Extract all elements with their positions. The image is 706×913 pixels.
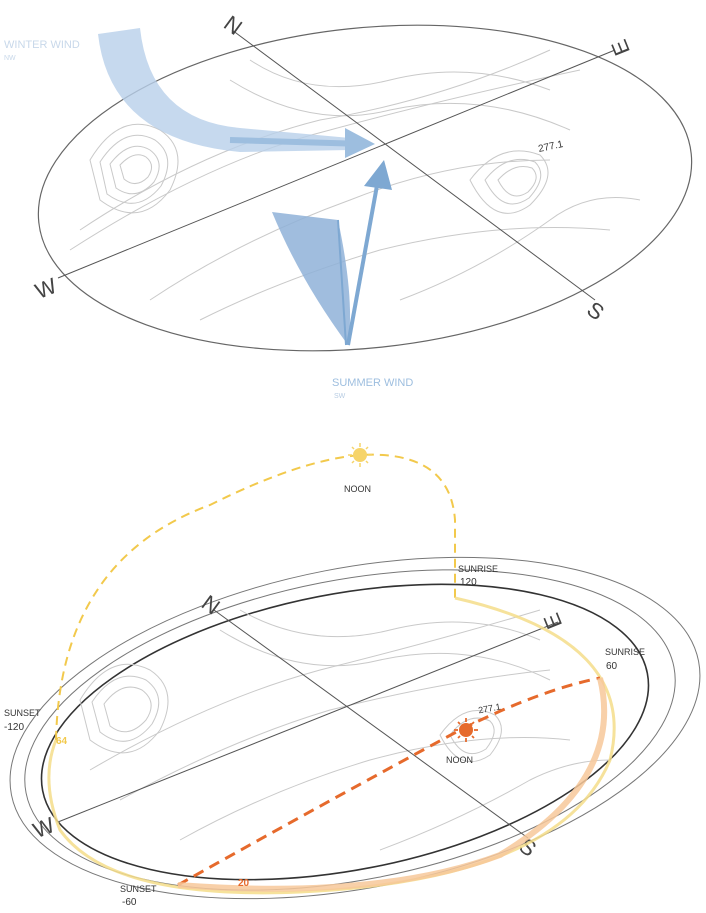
summer-wind-arrow [272,160,392,346]
outer-ring [9,556,701,900]
summer-sun-path [47,443,616,895]
elevation-label-top: 277.1 [537,139,564,155]
summer-sun-rays [348,443,372,467]
wind-diagram: N E S W 277.1 WINTER WIND NW SUMMER WIND… [4,10,693,400]
winter-sun-rays [454,718,478,742]
winter-wind-arrow [98,28,375,158]
winter-sunrise-angle: 60 [606,661,618,672]
north-south-axis-bottom [213,609,529,839]
south-label-top: S [582,296,609,325]
topographic-contours-top [69,49,641,321]
sun-path-diagram: N E S W 277.1 NOON SUNRISE 120 SUNSET -1… [4,443,701,908]
north-south-axis-top [231,29,596,301]
winter-sun-path [177,676,608,892]
winter-sunset-angle: -60 [122,897,137,908]
winter-wind-sub: NW [4,55,16,62]
summer-sunset-label: SUNSET [4,708,41,718]
middle-ring [24,569,676,891]
topographic-contours-bottom [79,609,611,851]
summer-sunset-angle: -120 [4,722,24,733]
north-label-top: N [219,10,247,40]
east-west-axis-bottom [57,621,559,823]
summer-sunrise-label: SUNRISE [458,564,498,574]
summer-wind-label: SUMMER WIND [332,377,413,389]
winter-sun-icon [459,723,473,737]
summer-noon-label: NOON [344,484,371,494]
summer-wind-sub: SW [334,393,346,400]
winter-wind-label: WINTER WIND [4,39,80,51]
winter-arc-label: 20 [238,878,250,889]
winter-sunset-label: SUNSET [120,884,157,894]
west-label-top: W [31,273,60,304]
site-outline-bottom [40,583,650,881]
east-west-axis-top [57,49,616,279]
site-outline-top [37,24,693,352]
summer-arc-label: 64 [56,736,68,747]
winter-sunrise-label: SUNRISE [605,647,645,657]
summer-sunrise-angle: 120 [460,577,477,588]
east-label-top: E [606,36,635,59]
winter-noon-label: NOON [446,755,473,765]
summer-sun-icon [353,448,367,462]
